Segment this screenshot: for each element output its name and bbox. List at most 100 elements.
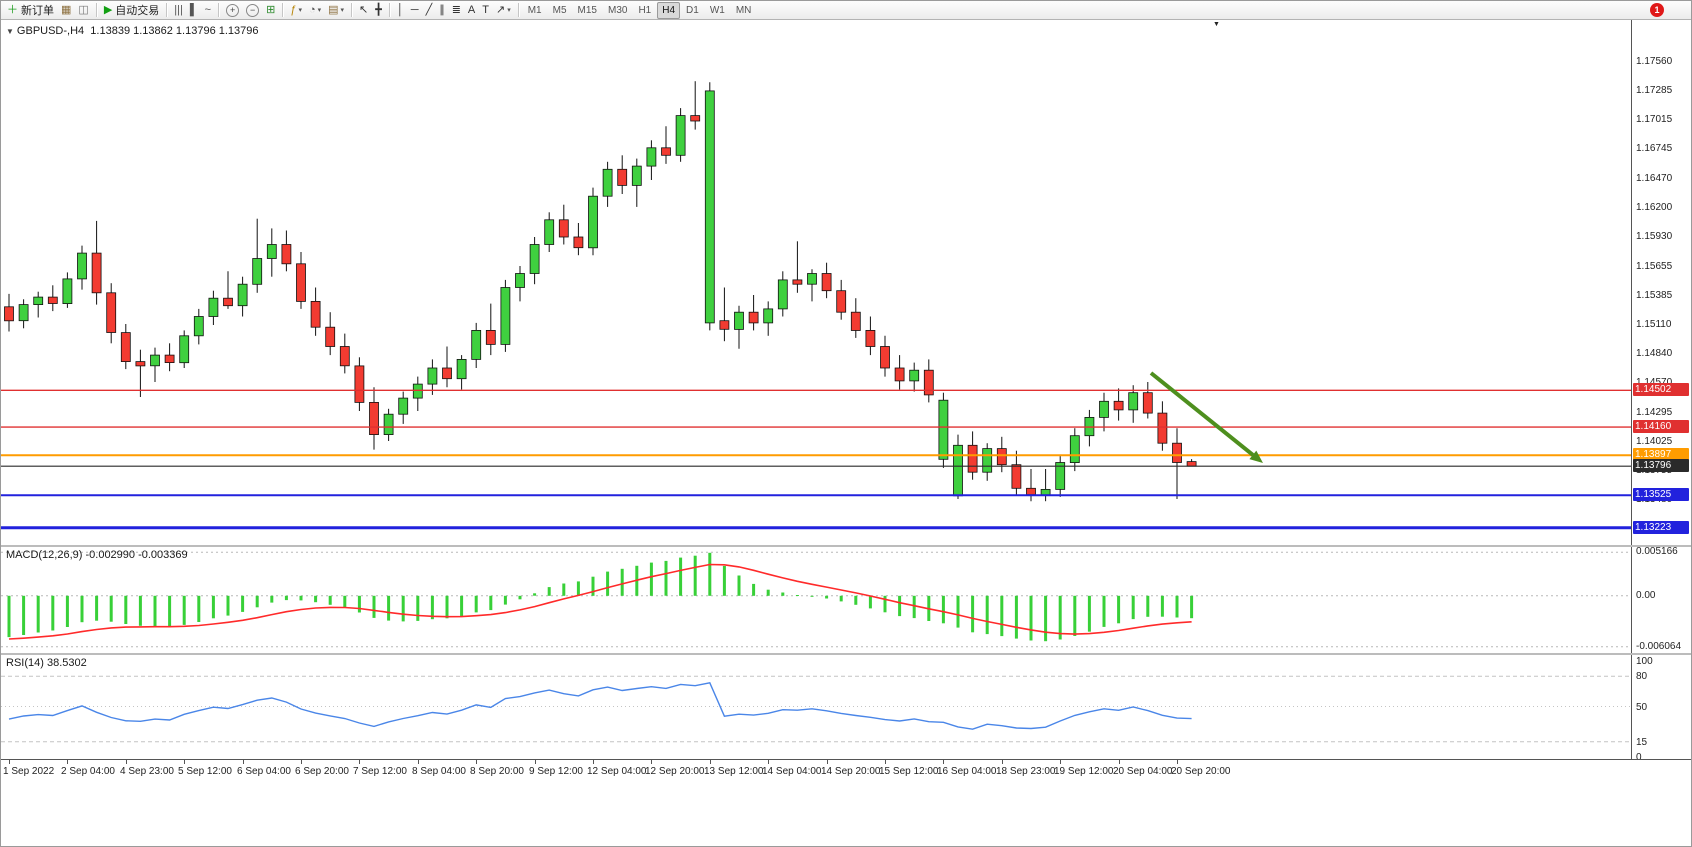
rsi-panel-canvas[interactable] [1, 655, 1631, 758]
price-axis-label: 1.17285 [1636, 85, 1673, 96]
chart-window-button[interactable]: ▦ [58, 2, 74, 18]
timeframe-m15-button[interactable]: M15 [577, 4, 597, 16]
panel-splitter[interactable] [1, 545, 1691, 547]
time-axis-tick [418, 760, 419, 764]
toolbar-separator [166, 3, 168, 17]
chevron-down-icon[interactable]: ▼ [6, 27, 14, 36]
time-axis-label: 4 Sep 23:00 [120, 766, 174, 777]
time-axis-tick [9, 760, 10, 764]
time-axis-tick [943, 760, 944, 764]
time-axis-label: 6 Sep 20:00 [295, 766, 349, 777]
toolbar-separator [95, 3, 97, 17]
candlestick-chart-canvas[interactable] [1, 20, 1631, 545]
cursor-button[interactable]: ↖ [356, 2, 371, 18]
arrows-button[interactable]: ↗ ▾ [493, 2, 514, 18]
zoom-in-button[interactable]: + [223, 2, 242, 18]
macd-panel-canvas[interactable] [1, 547, 1631, 653]
price-axis-label: 1.15655 [1636, 261, 1673, 272]
templates-button[interactable]: ▤ ▾ [325, 2, 347, 18]
text-icon: A [467, 3, 476, 16]
toolbar-separator [517, 3, 519, 17]
vertical-line-button[interactable]: │ [394, 2, 407, 18]
time-axis-label: 18 Sep 23:00 [996, 766, 1056, 777]
time-axis-label: 1 Sep 2022 [3, 766, 55, 777]
bar-chart-icon: ||| [174, 3, 183, 16]
price-axis-label: 1.16745 [1636, 143, 1673, 154]
toolbar-separator [351, 3, 353, 17]
timeframe-d1-button[interactable]: D1 [686, 4, 699, 16]
time-axis-label: 20 Sep 20:00 [1171, 766, 1231, 777]
fibonacci-button[interactable]: ≣ [449, 2, 464, 18]
time-axis-tick [359, 760, 360, 764]
trendline-button[interactable]: ╱ [423, 2, 436, 18]
price-axis-label: 1.16470 [1636, 173, 1673, 184]
time-axis-tick [535, 760, 536, 764]
time-axis-tick [710, 760, 711, 764]
price-axis-label: 1.14840 [1636, 348, 1673, 359]
toolbar-button-label: 新订单 [21, 5, 54, 17]
time-axis-tick [1060, 760, 1061, 764]
autotrade-button[interactable]: ▶ 自动交易 [101, 2, 162, 18]
time-axis-tick [885, 760, 886, 764]
chart-symbol-header[interactable]: ▼ GBPUSD-,H4 1.13839 1.13862 1.13796 1.13… [6, 25, 259, 37]
time-axis[interactable]: 1 Sep 2022 2 Sep 04:00 4 Sep 23:00 5 Sep 12… [1, 759, 1691, 785]
text-button[interactable]: A [465, 2, 478, 18]
zoom-in-icon: + [226, 3, 240, 17]
chart-symbol-title: GBPUSD-,H4 [16, 25, 85, 37]
price-line-badge: 1.14502 [1633, 383, 1689, 396]
toolbar-separator [218, 3, 220, 17]
zoom-out-icon: − [246, 3, 260, 17]
periods-button[interactable]: ◔ ▾ [306, 2, 324, 18]
price-axis-label: 1.14570 [1636, 377, 1672, 388]
timeframe-m30-button[interactable]: M30 [607, 4, 628, 16]
time-axis-label: 12 Sep 20:00 [645, 766, 705, 777]
time-axis-label: 9 Sep 12:00 [529, 766, 583, 777]
time-axis-tick [1177, 760, 1178, 764]
price-line-badge: 1.14160 [1633, 420, 1689, 433]
time-axis-tick [1002, 760, 1003, 764]
new-order-button[interactable]: ＋新订单 [4, 2, 57, 18]
rsi-axis-label: 100 [1636, 656, 1653, 667]
time-axis-label: 7 Sep 12:00 [353, 766, 407, 777]
rsi-axis-label: 50 [1636, 702, 1648, 713]
panel-splitter[interactable] [1, 653, 1691, 655]
time-axis-tick [593, 760, 594, 764]
equidistant-channel-button[interactable]: ∥ [436, 2, 448, 18]
candlestick-chart-icon: ▌ [189, 3, 198, 16]
chart-shift-marker[interactable]: ▼ [1213, 21, 1220, 28]
toolbar-separator [388, 3, 390, 17]
text-label-icon: T [482, 3, 489, 16]
rsi-axis-label: 0 [1636, 752, 1642, 763]
horizontal-line-button[interactable]: ─ [408, 2, 422, 18]
bar-chart-button[interactable]: ||| [171, 2, 186, 18]
tile-windows-button[interactable]: ⊞ [263, 2, 278, 18]
timeframe-m1-button[interactable]: M1 [527, 4, 542, 16]
indicators-button[interactable]: ƒ ▾ [287, 2, 305, 18]
time-axis-label: 14 Sep 04:00 [762, 766, 822, 777]
price-line-badge: 1.13897 [1633, 448, 1689, 461]
notification-badge[interactable]: 1 [1650, 3, 1664, 17]
time-axis-tick [476, 760, 477, 764]
timeframe-h4-button[interactable]: H4 [657, 1, 681, 19]
text-label-button[interactable]: T [479, 2, 492, 18]
crosshair-icon: ╋ [375, 3, 382, 16]
timeframe-h1-button[interactable]: H1 [638, 4, 652, 16]
data-window-button[interactable]: ◫ [75, 2, 91, 18]
time-axis-label: 12 Sep 04:00 [587, 766, 647, 777]
timeframe-mn-button[interactable]: MN [735, 4, 752, 16]
price-axis-label: 1.15110 [1636, 319, 1672, 330]
price-axis[interactable]: 1.17560 1.17285 1.17015 1.16745 1.16470 1.162… [1631, 20, 1691, 783]
macd-main-value: -0.002990 [85, 549, 136, 561]
time-axis-label: 15 Sep 12:00 [879, 766, 939, 777]
time-axis-label: 8 Sep 04:00 [412, 766, 466, 777]
crosshair-button[interactable]: ╋ [372, 2, 385, 18]
indicators-icon: ƒ [290, 3, 297, 16]
candlestick-chart-button[interactable]: ▌ [187, 2, 201, 18]
timeframe-m5-button[interactable]: M5 [552, 4, 567, 16]
timeframe-w1-button[interactable]: W1 [709, 4, 725, 16]
time-axis-tick [126, 760, 127, 764]
line-chart-button[interactable]: ~ [202, 2, 214, 18]
zoom-out-button[interactable]: − [243, 2, 262, 18]
chart-ohlc-values: 1.13839 1.13862 1.13796 1.13796 [90, 25, 259, 37]
periods-icon: ◔ [308, 3, 316, 16]
